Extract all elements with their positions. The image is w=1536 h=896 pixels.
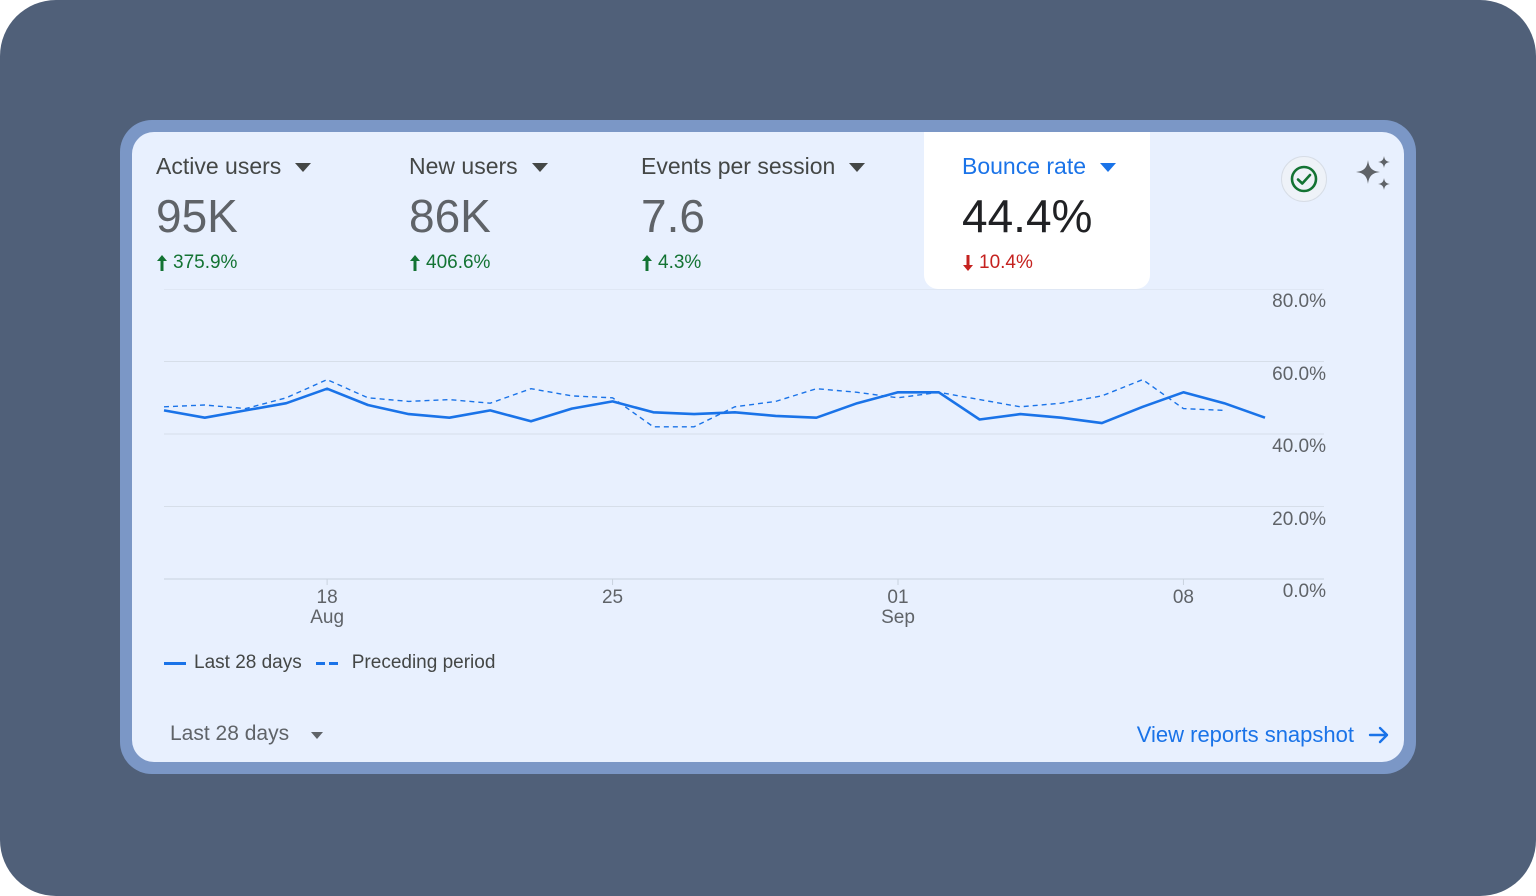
view-reports-snapshot-link[interactable]: View reports snapshot [1137, 722, 1390, 748]
y-tick-label: 80.0% [1272, 291, 1326, 312]
metric-value: 7.6 [641, 190, 705, 242]
metric-active-users[interactable]: Active users 95K 375.9% [132, 132, 382, 289]
date-range-label: Last 28 days [170, 722, 290, 745]
metric-value: 95K [156, 190, 238, 242]
metric-label: Active users [156, 153, 282, 179]
metric-change: 4.3% [641, 252, 907, 274]
x-tick-label: 25 [601, 587, 624, 608]
x-tick-label: 01 Sep [881, 587, 915, 628]
chart-plot [163, 288, 1324, 585]
legend-current-label: Last 28 days [194, 652, 302, 673]
metric-change: 375.9% [156, 252, 382, 274]
check-circle-button[interactable] [1281, 156, 1327, 202]
metric-change: 10.4% [962, 252, 1150, 274]
x-tick-label: 18 Aug [310, 587, 345, 628]
dropdown-caret-icon[interactable] [295, 163, 312, 172]
y-tick-label: 60.0% [1272, 363, 1326, 385]
series-line-preceding-period [163, 378, 1225, 428]
date-range-dropdown[interactable]: Last 28 days [170, 722, 324, 746]
arrow-up-icon [410, 255, 420, 271]
arrow-down-icon [963, 255, 973, 271]
arrow-up-icon [157, 255, 167, 271]
legend-solid-swatch [164, 661, 186, 665]
arrow-up-icon [642, 255, 652, 271]
metric-label: Events per session [641, 153, 836, 179]
metric-value: 86K [409, 190, 491, 242]
dropdown-caret-icon [311, 731, 324, 739]
overview-card: Active users 95K 375.9% New users 86K 40… [132, 132, 1404, 762]
view-reports-label: View reports snapshot [1136, 722, 1354, 747]
metric-label: New users [409, 153, 518, 179]
chart-legend: Last 28 days Preceding period [164, 652, 495, 674]
metric-value: 44.4% [962, 190, 1093, 242]
dropdown-caret-icon[interactable] [1100, 163, 1117, 172]
series-line-last-28-days [163, 387, 1266, 425]
dropdown-caret-icon[interactable] [531, 163, 548, 172]
x-tick-label: 08 [1172, 587, 1194, 608]
metric-change: 406.6% [409, 252, 615, 274]
dropdown-caret-icon[interactable] [849, 163, 866, 172]
arrow-right-icon [1368, 726, 1389, 744]
legend-dashed-swatch [315, 661, 342, 665]
metric-bounce-rate[interactable]: Bounce rate 44.4% 10.4% [924, 132, 1150, 289]
metric-events-per-session[interactable]: Events per session 7.6 4.3% [617, 132, 907, 289]
metric-new-users[interactable]: New users 86K 406.6% [385, 132, 615, 289]
sparkle-icon[interactable] [1354, 154, 1394, 194]
y-tick-label: 20.0% [1272, 508, 1326, 530]
y-tick-label: 0.0% [1282, 581, 1326, 602]
bounce-rate-chart: 80.0% 60.0% 40.0% 20.0% 0.0% 18 Aug 25 01 Sep 08 [132, 288, 1404, 639]
check-circle-icon [1290, 165, 1318, 193]
legend-previous-label: Preceding period [351, 652, 496, 673]
metric-label: Bounce rate [962, 153, 1087, 179]
y-tick-label: 40.0% [1272, 436, 1326, 457]
